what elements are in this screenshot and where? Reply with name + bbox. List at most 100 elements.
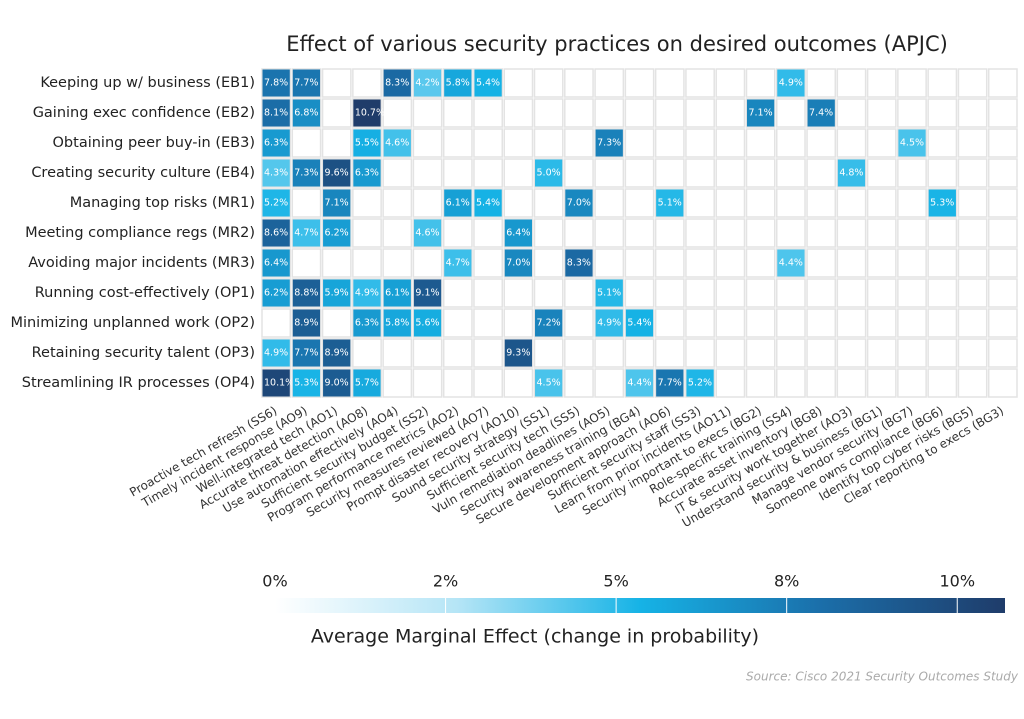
- cell-label: 5.8%: [446, 78, 470, 89]
- heat-cell: [534, 158, 564, 188]
- cell-bg: [654, 308, 685, 338]
- cell-bg: [685, 218, 715, 248]
- heat-cell: [322, 338, 352, 368]
- cell-bg: [836, 308, 867, 338]
- cell-bg: [564, 68, 594, 98]
- cell-bg: [897, 218, 927, 248]
- cell-bg: [321, 68, 352, 98]
- cell-bg: [382, 218, 413, 248]
- cell-bg: [897, 98, 927, 128]
- cell-bg: [866, 68, 897, 98]
- heat-cell: [564, 188, 594, 218]
- cell-bg: [624, 68, 655, 98]
- cell-bg: [685, 248, 715, 278]
- heat-cell: [322, 368, 352, 398]
- colorbar: [275, 598, 1005, 613]
- cell-bg: [533, 338, 564, 368]
- heat-cell: [503, 248, 534, 278]
- cell-bg: [442, 308, 473, 338]
- cell-bg: [442, 278, 473, 308]
- cell-bg: [654, 128, 685, 158]
- cell-bg: [564, 218, 594, 248]
- cell-bg: [442, 98, 473, 128]
- cell-bg: [352, 338, 382, 368]
- cell-label: 5.1%: [597, 288, 621, 299]
- cell-bg: [715, 218, 746, 248]
- cell-bg: [866, 338, 897, 368]
- cell-label: 5.2%: [264, 198, 288, 209]
- cell-bg: [927, 308, 958, 338]
- cell-bg: [503, 98, 534, 128]
- cell-label: 4.4%: [779, 258, 803, 269]
- cell-label: 6.4%: [264, 258, 288, 269]
- cell-bg: [473, 128, 503, 158]
- cell-bg: [957, 98, 988, 128]
- row-label: Running cost-effectively (OP1): [35, 285, 255, 301]
- heat-cell: [745, 98, 776, 128]
- cell-label: 7.0%: [506, 258, 530, 269]
- cell-bg: [473, 98, 503, 128]
- cell-label: 9.0%: [325, 378, 349, 389]
- cell-bg: [866, 158, 897, 188]
- cell-label: 4.6%: [415, 228, 439, 239]
- heat-cell: [594, 278, 624, 308]
- cell-bg: [533, 278, 564, 308]
- heat-cell: [261, 128, 291, 158]
- cell-bg: [836, 68, 867, 98]
- cell-label: 4.5%: [537, 378, 561, 389]
- cell-bg: [503, 158, 534, 188]
- cell-bg: [806, 128, 837, 158]
- cell-bg: [987, 158, 1018, 188]
- cell-bg: [806, 338, 837, 368]
- cell-bg: [564, 308, 594, 338]
- cell-bg: [321, 248, 352, 278]
- cell-label: 6.3%: [355, 168, 379, 179]
- cell-bg: [957, 248, 988, 278]
- cell-bg: [836, 368, 867, 398]
- cell-bg: [957, 128, 988, 158]
- cell-label: 8.3%: [385, 78, 409, 89]
- cell-label: 10.7%: [355, 108, 385, 119]
- cell-bg: [352, 218, 382, 248]
- cell-label: 4.9%: [355, 288, 379, 299]
- cell-bg: [866, 128, 897, 158]
- cell-bg: [897, 308, 927, 338]
- cell-bg: [897, 278, 927, 308]
- cell-bg: [745, 218, 776, 248]
- cell-bg: [745, 68, 776, 98]
- cell-label: 6.2%: [325, 228, 349, 239]
- heat-cell: [776, 68, 806, 98]
- heat-cell: [322, 218, 352, 248]
- heat-cell: [927, 188, 957, 218]
- cell-bg: [776, 218, 806, 248]
- heat-cell: [322, 188, 352, 218]
- cell-bg: [715, 128, 746, 158]
- cell-bg: [594, 188, 625, 218]
- cell-bg: [927, 278, 958, 308]
- cell-bg: [685, 158, 715, 188]
- cell-bg: [927, 158, 958, 188]
- cell-bg: [715, 308, 746, 338]
- heat-cell: [291, 278, 322, 308]
- cell-label: 4.7%: [446, 258, 470, 269]
- row-label: Managing top risks (MR1): [70, 195, 255, 211]
- cell-label: 7.1%: [325, 198, 349, 209]
- cell-bg: [594, 158, 625, 188]
- row-label: Gaining exec confidence (EB2): [33, 105, 255, 121]
- cell-bg: [806, 368, 837, 398]
- cell-bg: [745, 158, 776, 188]
- cell-bg: [503, 308, 534, 338]
- heat-cell: [352, 98, 382, 128]
- cell-label: 10.1%: [264, 378, 294, 389]
- cell-bg: [594, 68, 625, 98]
- heat-cell: [503, 338, 534, 368]
- cell-label: 9.1%: [415, 288, 439, 299]
- cell-bg: [564, 278, 594, 308]
- cell-bg: [836, 278, 867, 308]
- cell-bg: [745, 338, 776, 368]
- cell-bg: [776, 128, 806, 158]
- cell-bg: [836, 218, 867, 248]
- cell-bg: [382, 98, 413, 128]
- cell-bg: [564, 158, 594, 188]
- cell-bg: [473, 278, 503, 308]
